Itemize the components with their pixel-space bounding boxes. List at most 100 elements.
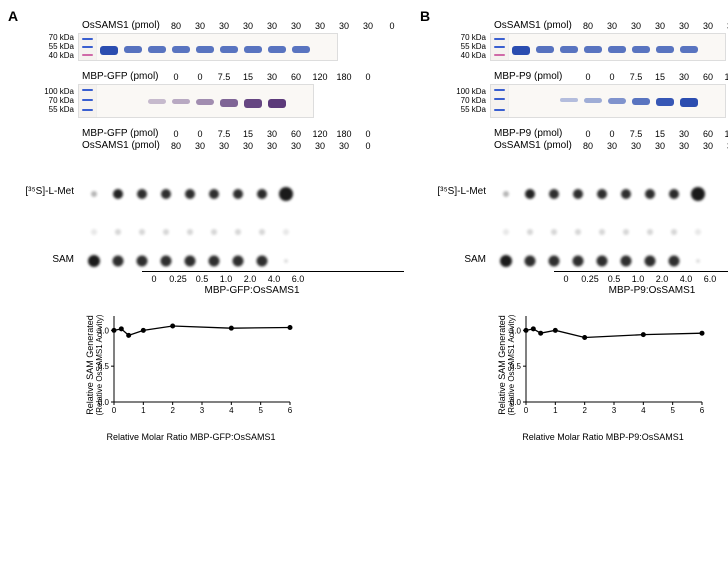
- ladder-band: [82, 46, 93, 48]
- lane-value: 30: [356, 21, 380, 31]
- faint-spot: [115, 229, 121, 235]
- lane-value: 120: [720, 129, 728, 139]
- panel-b: B OsSAMS1 (pmol) 80303030303030300 70 kD…: [422, 12, 728, 420]
- sam-spot: [645, 255, 656, 266]
- tlc-lane: [106, 155, 130, 265]
- svg-text:1: 1: [141, 406, 146, 415]
- lane-value: 30: [284, 141, 308, 151]
- lane-value: 0: [576, 72, 600, 82]
- lane-value: 0: [164, 129, 188, 139]
- met-spot: [113, 189, 123, 199]
- lane-value: 0: [188, 72, 212, 82]
- lane-value: 30: [648, 21, 672, 31]
- panel-a-gel2-row: 100 kDa70 kDa55 kDa: [10, 84, 404, 118]
- panel-b-ratio: 00.250.51.02.04.06.0 MBP-P9:OsSAMS1: [422, 271, 728, 296]
- ladder-band: [82, 109, 93, 111]
- lane-value: 60: [284, 72, 308, 82]
- protein-band: [584, 46, 602, 54]
- lane-value: 2.0: [650, 274, 674, 284]
- met-spot: [525, 189, 535, 199]
- gel-lane: [533, 34, 557, 60]
- tlc-header-row: MBP-GFP (pmol)007.51530601201800: [82, 128, 404, 139]
- lane-value: 0: [554, 274, 578, 284]
- met-spot: [645, 189, 655, 199]
- panel-a-gel1-image: [78, 33, 338, 61]
- tlc-header-label: MBP-GFP (pmol): [82, 128, 164, 139]
- met-spot: [597, 189, 607, 199]
- ladder-band: [82, 89, 93, 91]
- faint-spot: [139, 229, 145, 235]
- lane-value: 15: [648, 72, 672, 82]
- svg-text:5: 5: [670, 406, 675, 415]
- ladder-band: [494, 38, 505, 40]
- lane-value: 0.5: [602, 274, 626, 284]
- gel-lane: [701, 34, 725, 60]
- lane-value: 0.25: [578, 274, 602, 284]
- gel-lane: [217, 34, 241, 60]
- tlc-header-label: OsSAMS1 (pmol): [494, 140, 576, 151]
- tlc-lane: [518, 155, 542, 265]
- met-spot: [549, 189, 559, 199]
- gel-lane: [97, 85, 121, 117]
- sam-spot: [621, 255, 632, 266]
- ladder-band: [494, 46, 505, 48]
- protein-band: [680, 98, 698, 107]
- tlc-lane: [178, 155, 202, 265]
- protein-band: [656, 98, 674, 107]
- svg-text:3: 3: [200, 406, 205, 415]
- sam-spot: [113, 255, 124, 266]
- svg-text:6: 6: [288, 406, 293, 415]
- sam-spot: [257, 255, 268, 266]
- panel-a-chart-ylabel-sub: (Relative OsSAMS1 Activity): [95, 315, 104, 416]
- protein-band: [512, 46, 530, 55]
- panel-a-gel2-label: MBP-GFP (pmol): [82, 71, 164, 82]
- gel-lane: [533, 85, 557, 117]
- svg-text:0: 0: [112, 406, 117, 415]
- gel-lane: [241, 34, 265, 60]
- svg-text:4: 4: [229, 406, 234, 415]
- sam-spot: [573, 255, 584, 266]
- sam-spot: [500, 255, 512, 267]
- lane-value: 15: [648, 129, 672, 139]
- panel-b-gel2-image: [490, 84, 726, 118]
- protein-band: [632, 46, 650, 54]
- lane-value: 30: [308, 141, 332, 151]
- lane-value: 2.0: [238, 274, 262, 284]
- met-spot: [91, 191, 97, 197]
- lane-value: 80: [164, 21, 188, 31]
- panel-b-chart-ylabel-main: Relative SAM Generated: [497, 315, 507, 415]
- lane-value: 120: [308, 72, 332, 82]
- sam-spot: [696, 259, 700, 263]
- protein-band: [560, 46, 578, 54]
- gel-lane: [169, 34, 193, 60]
- lane-value: 120: [308, 129, 332, 139]
- tlc-header-label: OsSAMS1 (pmol): [82, 140, 164, 151]
- faint-spot: [599, 229, 605, 235]
- panel-a-ratio-vals: 00.250.51.02.04.06.0: [142, 271, 404, 284]
- lane-value: 30: [672, 129, 696, 139]
- lane-value: 30: [332, 21, 356, 31]
- lane-value: 30: [260, 72, 284, 82]
- panel-b-gel2-header: MBP-P9 (pmol) 007.51530601201800: [422, 71, 728, 82]
- lane-value: 7.5: [212, 129, 236, 139]
- panel-b-tlc-met-label: [³⁵S]-L-Met: [422, 186, 490, 197]
- lane-value: 30: [332, 141, 356, 151]
- lane-value: 180: [332, 129, 356, 139]
- protein-band: [220, 99, 238, 107]
- panel-b-gel2-markers: 100 kDa70 kDa55 kDa: [422, 88, 490, 115]
- panel-b-chart-ylabel: Relative SAM Generated (Relative OsSAMS1…: [497, 315, 516, 416]
- lane-value: 30: [600, 21, 624, 31]
- faint-spot: [623, 229, 629, 235]
- lane-value: 30: [600, 141, 624, 151]
- met-spot: [573, 189, 583, 199]
- protein-band: [172, 46, 190, 54]
- panel-b-gel2-lane-vals: 007.51530601201800: [576, 72, 728, 82]
- gel-lane: [289, 34, 313, 60]
- svg-text:4: 4: [641, 406, 646, 415]
- gel-lane: [145, 85, 169, 117]
- lane-value: 30: [672, 72, 696, 82]
- tlc-lane: [686, 155, 710, 265]
- sam-spot: [525, 255, 536, 266]
- lane-value: 30: [308, 21, 332, 31]
- gel-lane: [677, 85, 701, 117]
